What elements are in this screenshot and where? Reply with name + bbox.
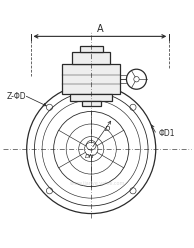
Text: DN: DN xyxy=(85,154,94,159)
Text: www.jianye valve.com: www.jianye valve.com xyxy=(70,181,124,186)
Bar xyxy=(72,52,110,64)
Text: Z-ΦD: Z-ΦD xyxy=(6,92,26,101)
Text: ΦD1: ΦD1 xyxy=(159,129,175,138)
Text: D: D xyxy=(105,126,110,132)
Bar xyxy=(80,46,103,52)
Bar xyxy=(62,64,120,94)
Text: A: A xyxy=(97,24,103,34)
Bar xyxy=(70,94,112,101)
Bar xyxy=(82,101,101,106)
